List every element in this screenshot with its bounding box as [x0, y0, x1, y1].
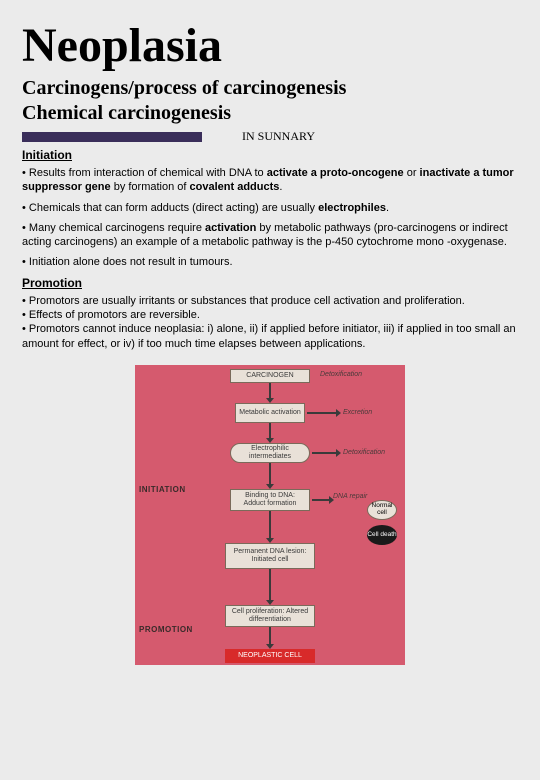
promotion-bullet-2: • Effects of promotors are reversible.: [22, 308, 518, 322]
arrow-icon: [269, 569, 271, 601]
diagram-container: INITIATION PROMOTION CARCINOGEN Detoxifi…: [22, 365, 518, 665]
detox-label: Detoxification: [320, 371, 362, 378]
arrow-icon: [312, 499, 330, 501]
initiation-bullet-4: • Initiation alone does not result in tu…: [22, 255, 518, 269]
binding-box: Binding to DNA: Adduct formation: [230, 489, 310, 511]
arrow-icon: [312, 452, 337, 454]
text: or: [404, 167, 420, 179]
electrophilic-box: Electrophilic intermediates: [230, 443, 310, 463]
cell-death-node: Cell death: [367, 525, 397, 545]
bold: activation: [205, 222, 256, 234]
bold: electrophiles: [318, 202, 386, 214]
text: by formation of: [111, 181, 190, 193]
text: .: [386, 202, 389, 214]
dnarepair-label: DNA repair: [333, 493, 367, 500]
carcinogenesis-diagram: INITIATION PROMOTION CARCINOGEN Detoxifi…: [135, 365, 405, 665]
slide-page: Neoplasia Carcinogens/process of carcino…: [0, 0, 540, 665]
initiation-heading: Initiation: [22, 148, 518, 162]
initiation-side-label: INITIATION: [139, 485, 186, 494]
subtitle-line-1: Carcinogens/process of carcinogenesis: [22, 77, 518, 100]
accent-bar: [22, 132, 202, 142]
divider-row: IN SUNNARY: [22, 129, 518, 144]
promotion-side-label: PROMOTION: [139, 625, 193, 634]
promotion-bullet-3: • Promotors cannot induce neoplasia: i) …: [22, 322, 518, 351]
initiation-bullet-2: • Chemicals that can form adducts (direc…: [22, 201, 518, 215]
arrow-icon: [269, 627, 271, 645]
normal-cell-node: Normal cell: [367, 500, 397, 520]
bold: covalent adducts: [190, 181, 280, 193]
excretion-label: Excretion: [343, 409, 372, 416]
detox2-label: Detoxification: [343, 449, 385, 456]
promotion-bullet-1: • Promotors are usually irritants or sub…: [22, 294, 518, 308]
text: • Many chemical carcinogens require: [22, 222, 205, 234]
summary-label: IN SUNNARY: [242, 129, 315, 144]
text: • Chemicals that can form adducts (direc…: [22, 202, 318, 214]
neoplastic-box: NEOPLASTIC CELL: [225, 649, 315, 663]
promotion-heading: Promotion: [22, 276, 518, 290]
cellprolif-box: Cell proliferation: Altered differentiat…: [225, 605, 315, 627]
permanent-box: Permanent DNA lesion: Initiated cell: [225, 543, 315, 569]
initiation-bullet-3: • Many chemical carcinogens require acti…: [22, 221, 518, 250]
arrow-icon: [269, 463, 271, 485]
subtitle-line-2: Chemical carcinogenesis: [22, 102, 518, 125]
arrow-icon: [269, 511, 271, 539]
arrow-icon: [269, 423, 271, 439]
main-title: Neoplasia: [22, 18, 518, 73]
carcinogen-box: CARCINOGEN: [230, 369, 310, 383]
text: • Results from interaction of chemical w…: [22, 167, 267, 179]
text: .: [279, 181, 282, 193]
arrow-icon: [269, 383, 271, 399]
metabolic-box: Metabolic activation: [235, 403, 305, 423]
arrow-icon: [307, 412, 337, 414]
initiation-bullet-1: • Results from interaction of chemical w…: [22, 166, 518, 195]
bold: activate a proto-oncogene: [267, 167, 404, 179]
